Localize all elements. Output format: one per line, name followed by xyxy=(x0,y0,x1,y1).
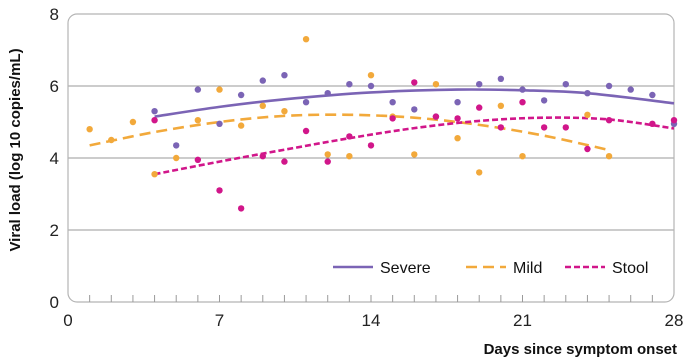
legend: Severe Mild Stool xyxy=(333,260,648,277)
point-severe xyxy=(519,86,526,93)
point-severe xyxy=(346,81,353,88)
legend-label-mild: Mild xyxy=(513,260,542,277)
point-mild xyxy=(302,36,310,43)
point-stool xyxy=(584,145,591,153)
point-mild xyxy=(129,118,137,126)
point-severe xyxy=(411,106,418,113)
point-mild xyxy=(259,102,266,110)
y-tick-label: 6 xyxy=(50,77,59,96)
x-tick-label: 14 xyxy=(362,311,381,330)
point-mild xyxy=(454,135,461,142)
point-stool xyxy=(605,117,613,124)
point-mild xyxy=(281,108,288,115)
point-stool xyxy=(670,117,678,124)
axes-layer xyxy=(67,13,675,303)
point-severe xyxy=(540,97,548,104)
point-stool xyxy=(367,142,375,149)
point-stool xyxy=(216,187,223,194)
x-tick-label: 21 xyxy=(513,311,532,330)
point-mild xyxy=(86,126,93,133)
point-mild xyxy=(476,169,483,176)
point-severe xyxy=(627,86,634,93)
point-stool xyxy=(346,133,353,140)
point-severe xyxy=(367,82,375,90)
point-severe xyxy=(605,82,613,90)
point-mild xyxy=(367,72,375,79)
point-severe xyxy=(173,142,180,149)
point-mild xyxy=(194,117,202,124)
point-stool xyxy=(151,117,158,124)
point-mild xyxy=(605,153,613,160)
point-severe xyxy=(194,86,202,93)
legend-label-severe: Severe xyxy=(380,260,431,277)
x-tick-label: 28 xyxy=(665,311,683,330)
point-stool xyxy=(519,99,526,106)
data-points xyxy=(86,36,678,212)
point-severe xyxy=(324,90,331,97)
point-severe xyxy=(281,72,288,79)
point-stool xyxy=(281,158,288,165)
x-axis-title: Days since symptom onset xyxy=(484,341,677,358)
point-stool xyxy=(476,104,483,111)
point-mild xyxy=(519,153,526,160)
point-severe xyxy=(389,99,396,106)
point-mild xyxy=(346,153,353,160)
point-severe xyxy=(562,81,569,88)
point-severe xyxy=(151,108,158,115)
trend-line-mild xyxy=(89,113,610,152)
point-mild xyxy=(324,151,331,158)
point-stool xyxy=(324,158,331,165)
point-stool xyxy=(454,115,461,122)
point-stool xyxy=(540,124,548,131)
point-stool xyxy=(302,127,310,135)
x-tick-label: 0 xyxy=(63,311,72,330)
y-axis-title: Viral load (log 10 copies/mL) xyxy=(7,48,24,251)
point-severe xyxy=(302,99,310,106)
point-stool xyxy=(259,153,266,160)
point-severe xyxy=(237,91,245,99)
legend-label-stool: Stool xyxy=(612,260,648,277)
point-severe xyxy=(584,90,591,97)
point-stool xyxy=(237,205,245,212)
point-severe xyxy=(216,120,223,128)
point-mild xyxy=(108,136,115,144)
y-tick-label: 0 xyxy=(50,293,59,312)
point-mild xyxy=(237,122,245,129)
point-mild xyxy=(151,171,158,178)
point-mild xyxy=(497,102,505,110)
point-severe xyxy=(649,91,656,99)
point-severe xyxy=(259,77,266,84)
tick-labels: 0 2 4 6 8 0 7 14 21 28 xyxy=(50,5,683,330)
point-stool xyxy=(194,156,202,163)
point-stool xyxy=(497,124,505,131)
y-tick-label: 4 xyxy=(50,149,59,168)
point-stool xyxy=(562,124,569,131)
point-severe xyxy=(454,99,461,106)
point-mild xyxy=(432,81,440,88)
y-tick-label: 2 xyxy=(50,221,59,240)
point-stool xyxy=(411,79,418,86)
x-tick-label: 7 xyxy=(215,311,224,330)
point-severe xyxy=(497,75,505,83)
point-mild xyxy=(173,154,180,162)
point-severe xyxy=(476,81,483,88)
grid-layer xyxy=(68,85,674,231)
point-stool xyxy=(432,113,440,120)
point-mild xyxy=(411,151,418,158)
trend-line-stool xyxy=(154,116,675,176)
point-stool xyxy=(649,120,656,128)
point-mild xyxy=(584,111,591,119)
fit-lines xyxy=(89,88,675,176)
y-tick-label: 8 xyxy=(50,5,59,24)
point-stool xyxy=(389,115,396,122)
point-mild xyxy=(216,86,223,93)
